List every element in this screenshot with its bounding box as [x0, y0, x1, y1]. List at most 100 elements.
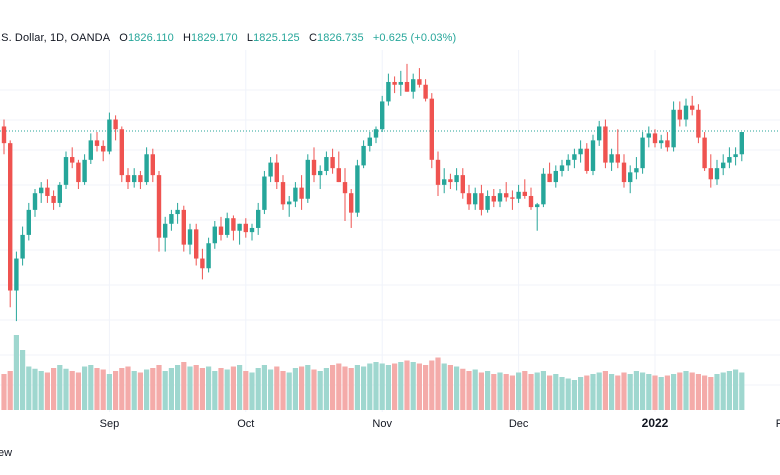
candle: [696, 104, 701, 144]
volume-bar: [187, 366, 193, 410]
candle: [628, 165, 633, 194]
candle-body: [256, 209, 261, 228]
candle-body: [442, 179, 447, 185]
candle: [621, 154, 627, 188]
candle-body: [101, 145, 106, 152]
candle-body: [181, 209, 186, 245]
candle-body: [516, 191, 521, 199]
volume-bar: [286, 372, 292, 410]
ohlc-legend: .S. Dollar, 1D, OANDA O1826.110 H1829.17…: [0, 32, 462, 44]
volume-bar: [373, 362, 379, 410]
low-label: L: [246, 32, 254, 44]
volume-bar: [125, 366, 131, 410]
volume-bar: [596, 372, 602, 410]
volume-bar: [472, 369, 478, 410]
close-label: C: [308, 32, 317, 44]
candle-body: [473, 193, 478, 205]
volume-bar: [689, 372, 695, 410]
candle-body: [634, 168, 639, 173]
volume-bar: [739, 372, 745, 410]
candle: [398, 70, 403, 96]
x-tick-label: Sep: [100, 418, 120, 430]
volume-bar: [559, 377, 565, 410]
volume-bar: [522, 371, 528, 410]
candle: [442, 168, 447, 194]
candle-body: [659, 140, 664, 144]
x-tick-label: Feb: [776, 418, 780, 430]
candle: [690, 95, 695, 116]
candle: [367, 132, 372, 152]
volume-bar: [26, 366, 32, 410]
candle-body: [361, 145, 366, 166]
volume-bar: [497, 372, 503, 410]
candle: [20, 226, 25, 266]
candle-body: [39, 187, 44, 194]
close-value: 1826.735: [316, 32, 364, 44]
candle: [559, 159, 565, 177]
candle: [181, 205, 186, 252]
candle: [268, 157, 273, 183]
candle: [293, 182, 298, 208]
candle-body: [398, 81, 403, 85]
candle: [256, 202, 261, 235]
candle-body: [342, 182, 348, 194]
volume-bar: [63, 368, 69, 410]
volume-bar: [423, 365, 429, 410]
volume-bar: [57, 365, 63, 410]
candle-body: [206, 243, 211, 269]
volume-bar: [708, 377, 714, 410]
volume-bar: [317, 371, 323, 410]
candle-body: [497, 193, 503, 202]
candle: [311, 147, 317, 183]
candle: [243, 218, 248, 238]
candle: [94, 132, 100, 152]
candle: [287, 195, 292, 217]
volume-bar: [702, 375, 708, 410]
candle: [373, 126, 379, 144]
candle-body: [156, 175, 162, 238]
candle-body: [597, 126, 602, 141]
candle-body: [380, 101, 385, 130]
volume-bar: [323, 368, 329, 410]
candle: [417, 68, 422, 88]
volume-bar: [553, 374, 559, 410]
candle: [485, 190, 490, 213]
volume-bar: [330, 365, 336, 410]
candle-body: [528, 195, 534, 208]
candle: [113, 115, 118, 141]
volume-bar: [664, 375, 670, 410]
candle-body: [212, 226, 217, 244]
candle-body: [299, 187, 304, 199]
candle-body: [150, 154, 155, 176]
volume-bar: [385, 365, 391, 410]
volume-bar: [410, 362, 416, 410]
candle: [32, 189, 38, 217]
candle-body: [175, 209, 180, 215]
candle: [497, 189, 503, 208]
change-value: +0.625 (+0.03%): [372, 32, 457, 44]
volume-bar: [175, 365, 181, 410]
symbol-title: .S. Dollar, 1D, OANDA: [0, 32, 111, 44]
candle: [82, 154, 87, 185]
candle-body: [665, 140, 670, 148]
candle-body: [45, 187, 50, 196]
candle: [70, 147, 75, 169]
volume-bar: [677, 372, 683, 410]
volume-bar: [243, 371, 249, 410]
volume-bar: [441, 363, 447, 410]
candle-body: [330, 157, 335, 169]
candle: [163, 216, 168, 252]
low-value: 1825.125: [253, 32, 300, 44]
candle-body: [336, 168, 341, 183]
candle: [708, 154, 713, 188]
candle-body: [51, 195, 56, 203]
candle-body: [429, 98, 434, 160]
candle: [634, 157, 639, 180]
volume-bar: [485, 371, 491, 410]
candle-body: [609, 154, 614, 163]
candle-body: [553, 170, 558, 183]
volume-bar: [32, 368, 38, 410]
volume-bar: [491, 374, 497, 410]
volume-bar: [547, 375, 553, 410]
